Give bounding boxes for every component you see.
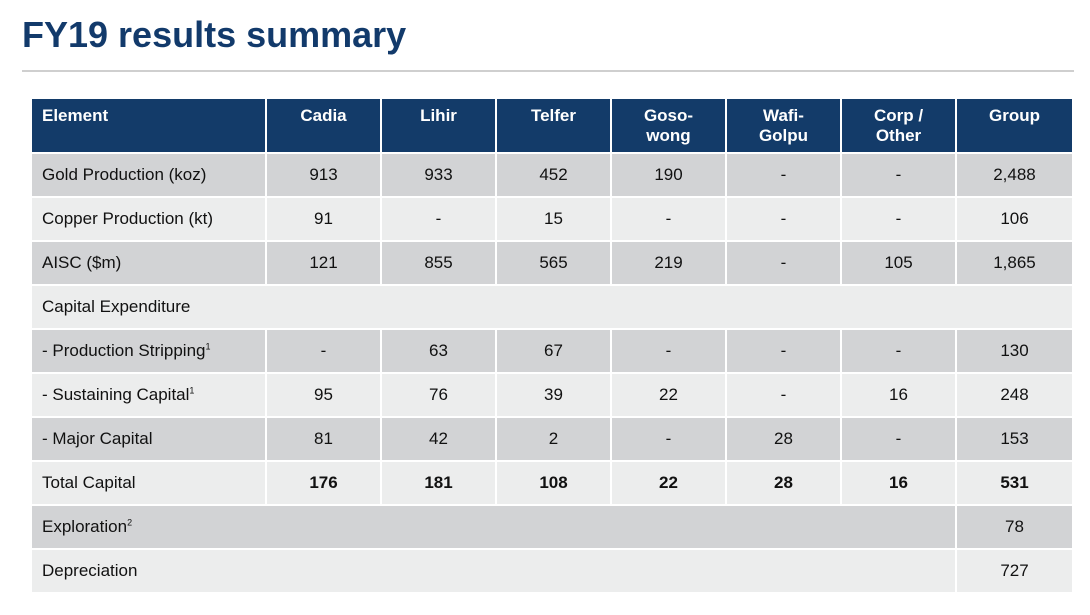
header-corp-line2: Other [875,126,922,145]
table-row-stripping: - Production Stripping1 - 63 67 - - - 13… [30,328,1074,374]
cell-lihir: 42 [380,416,497,462]
table-row-copper: Copper Production (kt) 91 - 15 - - - 106 [30,196,1074,242]
table-row-capex-heading: Capital Expenditure [30,284,1074,330]
cell-lihir: 63 [380,328,497,374]
cell-corp-other: - [840,328,957,374]
cell-group: 727 [955,548,1074,594]
row-label-cell: - Production Stripping1 [30,328,267,374]
page-title: FY19 results summary [22,14,407,55]
footnote-marker: 1 [205,341,211,352]
cell-lihir: 76 [380,372,497,418]
cell-wafi-golpu: - [725,240,842,286]
cell-lihir: 933 [380,152,497,198]
cell-cadia: 176 [265,460,382,506]
table-row-gold: Gold Production (koz) 913 933 452 190 - … [30,152,1074,198]
cell-cadia: - [265,328,382,374]
table-row-aisc: AISC ($m) 121 855 565 219 - 105 1,865 [30,240,1074,286]
header-cadia: Cadia [265,97,382,154]
header-wafi-line1: Wafi- [763,106,804,125]
cell-group: 248 [955,372,1074,418]
footnote-marker: 2 [127,517,133,528]
cell-group: 78 [955,504,1074,550]
header-corp-other: Corp / Other [840,97,957,154]
cell-cadia: 95 [265,372,382,418]
cell-corp-other: 16 [840,372,957,418]
cell-cadia: 91 [265,196,382,242]
table-row-major-capital: - Major Capital 81 42 2 - 28 - 153 [30,416,1074,462]
row-label: Gold Production (koz) [30,152,267,198]
cell-group: 106 [955,196,1074,242]
row-label: Exploration [42,517,128,536]
header-row: Element Cadia Lihir Telfer Goso-wong Waf… [30,97,1074,154]
footnote-marker: 1 [189,385,195,396]
header-group: Group [955,97,1074,154]
cell-group: 2,488 [955,152,1074,198]
header-gosowong-line2: wong [646,126,691,145]
row-label: - Sustaining Capital [42,385,190,404]
cell-telfer: 2 [495,416,612,462]
cell-wafi-golpu: - [725,372,842,418]
cell-wafi-golpu: - [725,152,842,198]
cell-telfer: 15 [495,196,612,242]
row-label: - Production Stripping [42,341,206,360]
cell-telfer: 67 [495,328,612,374]
cell-group: 153 [955,416,1074,462]
table-row-total-capital: Total Capital 176 181 108 22 28 16 531 [30,460,1074,506]
header-lihir: Lihir [380,97,497,154]
header-element: Element [30,97,267,154]
row-label-cell: Exploration2 [30,504,957,550]
table-row-depreciation: Depreciation 727 [30,548,1074,594]
row-label: Total Capital [30,460,267,506]
row-label-cell: - Sustaining Capital1 [30,372,267,418]
header-gosowong-line1: Goso- [643,106,694,125]
cell-group: 531 [955,460,1074,506]
cell-gosowong: 22 [610,372,727,418]
row-label: AISC ($m) [30,240,267,286]
cell-cadia: 81 [265,416,382,462]
results-table: Element Cadia Lihir Telfer Goso-wong Waf… [30,97,1074,594]
cell-gosowong: 219 [610,240,727,286]
header-wafi-line2: Golpu [758,126,809,145]
cell-telfer: 452 [495,152,612,198]
cell-cadia: 913 [265,152,382,198]
cell-lihir: - [380,196,497,242]
table-row-exploration: Exploration2 78 [30,504,1074,550]
cell-cadia: 121 [265,240,382,286]
cell-telfer: 565 [495,240,612,286]
cell-telfer: 39 [495,372,612,418]
table-row-sustaining: - Sustaining Capital1 95 76 39 22 - 16 2… [30,372,1074,418]
cell-wafi-golpu: 28 [725,460,842,506]
cell-gosowong: - [610,328,727,374]
cell-corp-other: 16 [840,460,957,506]
row-label: Copper Production (kt) [30,196,267,242]
header-gosowong: Goso-wong [610,97,727,154]
cell-gosowong: 190 [610,152,727,198]
cell-telfer: 108 [495,460,612,506]
cell-gosowong: 22 [610,460,727,506]
cell-group: 1,865 [955,240,1074,286]
cell-corp-other: - [840,196,957,242]
header-telfer: Telfer [495,97,612,154]
title-divider [22,70,1074,72]
row-label: Depreciation [30,548,957,594]
row-label: Capital Expenditure [30,284,1074,330]
header-corp-line1: Corp / [873,106,924,125]
cell-corp-other: - [840,152,957,198]
cell-wafi-golpu: - [725,328,842,374]
row-label: - Major Capital [30,416,267,462]
cell-gosowong: - [610,196,727,242]
cell-wafi-golpu: 28 [725,416,842,462]
cell-corp-other: 105 [840,240,957,286]
cell-lihir: 181 [380,460,497,506]
cell-group: 130 [955,328,1074,374]
cell-gosowong: - [610,416,727,462]
header-wafi-golpu: Wafi- Golpu [725,97,842,154]
cell-lihir: 855 [380,240,497,286]
cell-wafi-golpu: - [725,196,842,242]
cell-corp-other: - [840,416,957,462]
